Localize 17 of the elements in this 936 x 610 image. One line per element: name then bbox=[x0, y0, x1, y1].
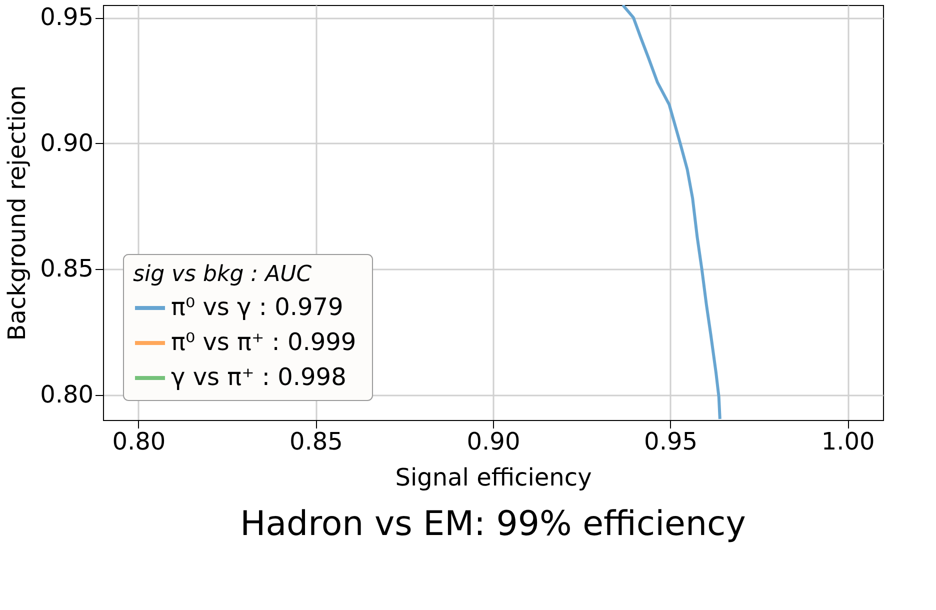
y-axis-title: Background rejection bbox=[3, 85, 32, 341]
legend-label: π⁰ vs γ : 0.979 bbox=[171, 293, 344, 321]
x-axis-title: Signal efficiency bbox=[395, 464, 592, 492]
legend-label: γ vs π⁺ : 0.998 bbox=[171, 363, 346, 391]
x-tick-label: 0.90 bbox=[466, 428, 520, 456]
x-tick-label: 0.85 bbox=[290, 428, 343, 456]
x-tick-label: 1.00 bbox=[821, 428, 875, 456]
x-tick-label: 0.95 bbox=[644, 428, 698, 456]
y-tick-label: 0.90 bbox=[40, 128, 94, 157]
line-series bbox=[621, 5, 722, 420]
legend-title: sig vs bkg : AUC bbox=[133, 262, 312, 287]
y-tick-label: 0.95 bbox=[40, 3, 94, 32]
text: Hadron vs EM: 99% efficiency bbox=[240, 504, 746, 544]
legend-label: π⁰ vs π⁺ : 0.999 bbox=[171, 328, 356, 356]
y-tick-label: 0.85 bbox=[40, 254, 94, 283]
y-tick-label: 0.80 bbox=[40, 380, 94, 408]
x-tick-label: 0.80 bbox=[112, 428, 166, 456]
